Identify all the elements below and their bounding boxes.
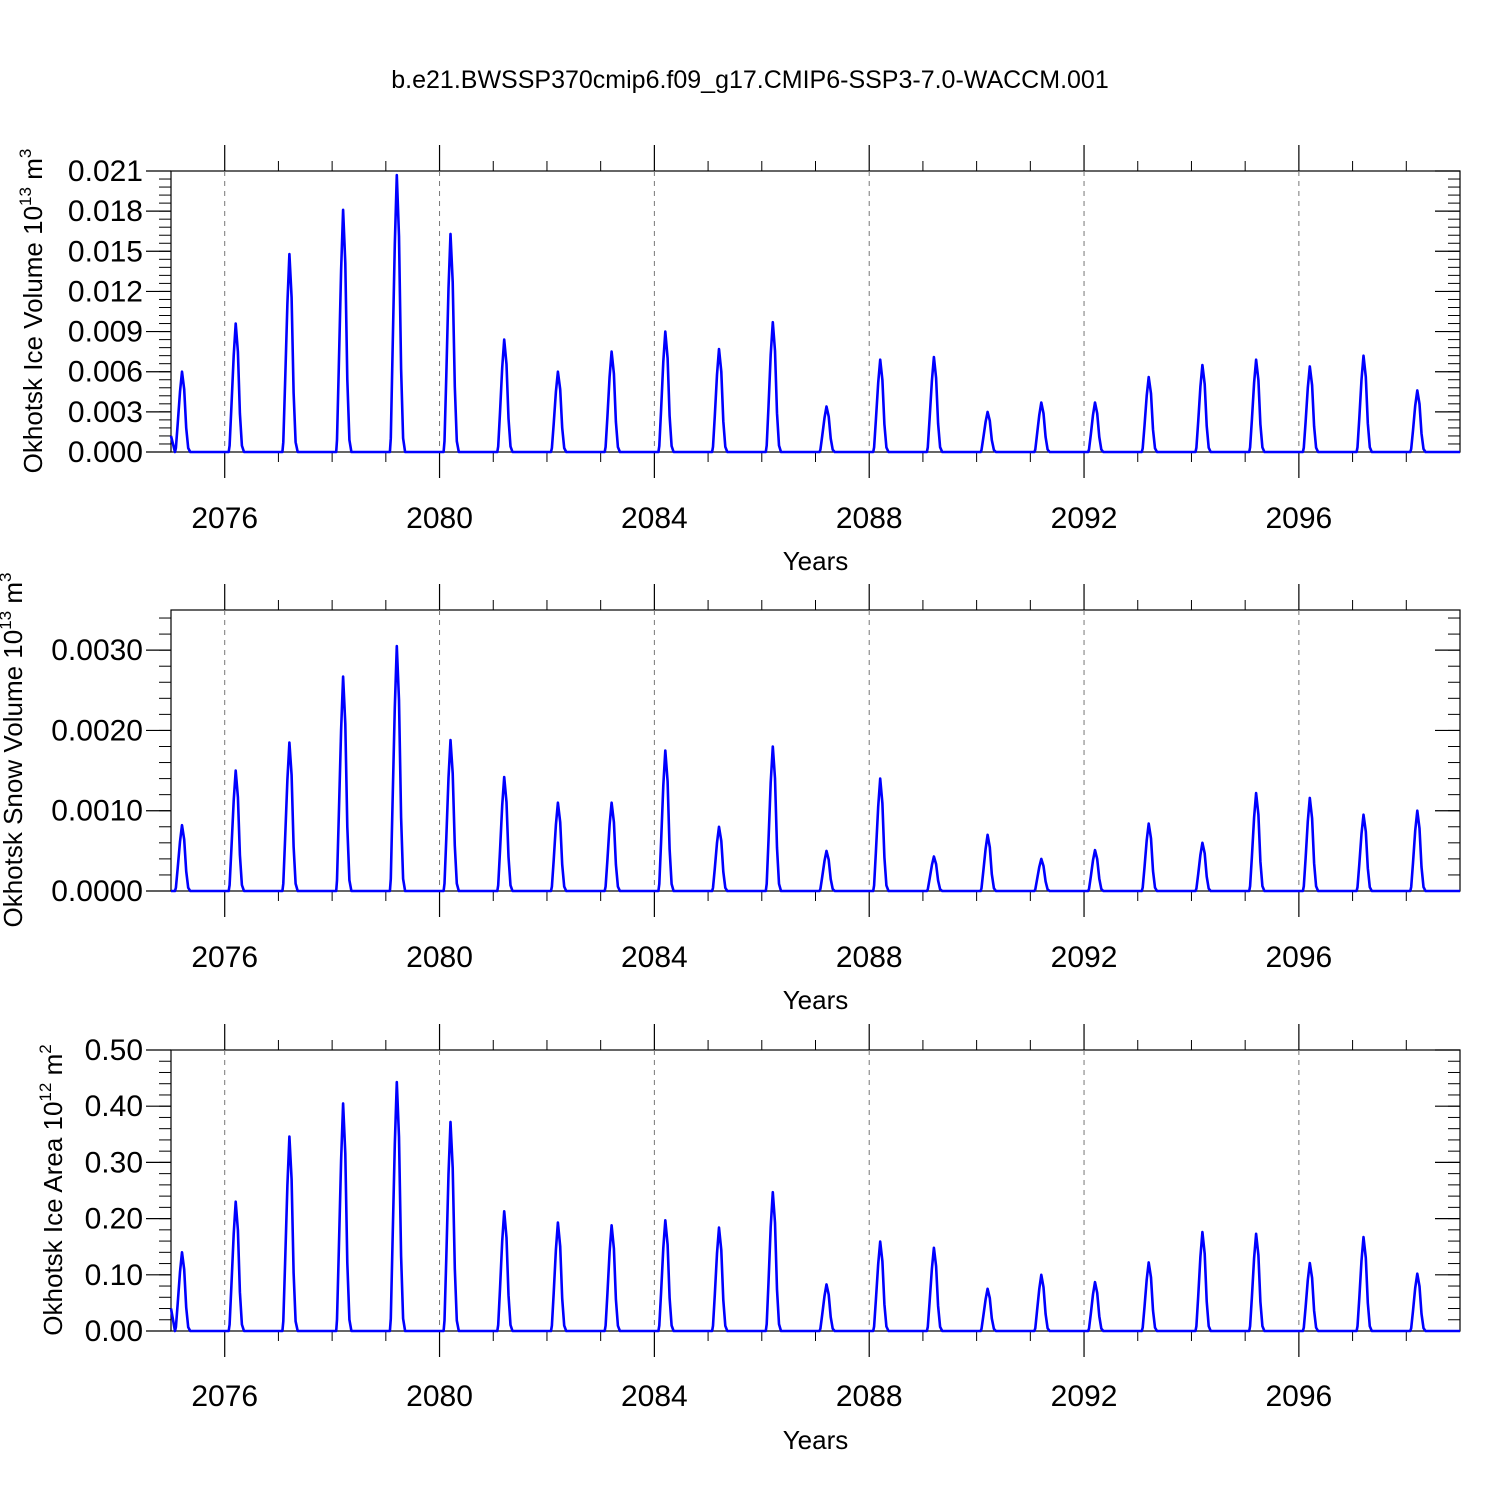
series-line bbox=[171, 644, 1460, 893]
y-tick-label: 0.30 bbox=[85, 1146, 143, 1179]
x-tick-label: 2088 bbox=[836, 941, 903, 974]
y-tick-label: 0.018 bbox=[68, 195, 143, 228]
y-axis-title-exponent: 12 bbox=[36, 1083, 55, 1102]
y-axis-title: Okhotsk Ice Volume 1013 m3 bbox=[16, 149, 48, 474]
x-tick-label: 2096 bbox=[1266, 1380, 1333, 1413]
y-tick-label: 0.0030 bbox=[51, 634, 143, 667]
x-tick-label: 2088 bbox=[836, 502, 903, 535]
series-line bbox=[169, 1080, 1460, 1333]
x-axis-title: Years bbox=[783, 1425, 849, 1455]
plot-frame bbox=[170, 609, 1461, 892]
x-tick-label: 2092 bbox=[1051, 502, 1118, 535]
x-tick-label: 2096 bbox=[1266, 502, 1333, 535]
x-axis-title: Years bbox=[783, 546, 849, 576]
y-tick-label: 0.000 bbox=[68, 436, 143, 469]
panel-snow-volume: 2076 2080 2084 2088 2092 2096 0.0000 0.0010 0.00… bbox=[0, 573, 1461, 1015]
y-tick-label: 0.012 bbox=[68, 275, 143, 308]
x-tick-label: 2092 bbox=[1051, 941, 1118, 974]
x-tick-label: 2084 bbox=[621, 941, 688, 974]
y-axis-title: Okhotsk Snow Volume 1013 m3 bbox=[0, 573, 28, 928]
x-tick-label: 2084 bbox=[621, 1380, 688, 1413]
y-tick-label: 0.50 bbox=[85, 1034, 143, 1067]
y-tick-label: 0.0010 bbox=[51, 795, 143, 828]
y-tick-label: 0.10 bbox=[85, 1259, 143, 1292]
plot-frame bbox=[170, 170, 1461, 453]
y-axis-title-unit: m bbox=[0, 582, 28, 611]
x-tick-label: 2076 bbox=[191, 1380, 258, 1413]
y-axis-title-unit: m bbox=[18, 158, 48, 187]
y-tick-label: 0.40 bbox=[85, 1090, 143, 1123]
x-tick-label: 2084 bbox=[621, 502, 688, 535]
x-tick-label: 2076 bbox=[191, 502, 258, 535]
y-tick-label: 0.021 bbox=[68, 155, 143, 188]
x-tick-label: 2088 bbox=[836, 1380, 903, 1413]
panel-ice-area: 2076 2080 2084 2088 2092 2096 0.00 0.10 0.20 0.30… bbox=[36, 1024, 1461, 1455]
x-tick-label: 2080 bbox=[406, 941, 473, 974]
y-tick-label: 0.0000 bbox=[51, 875, 143, 908]
x-axis-title: Years bbox=[783, 985, 849, 1015]
y-axis-title-unit-exponent: 3 bbox=[0, 573, 15, 582]
y-tick-label: 0.003 bbox=[68, 396, 143, 429]
y-axis-title-base: Okhotsk Ice Volume 10 bbox=[18, 206, 48, 473]
y-axis-title-unit-exponent: 3 bbox=[16, 149, 35, 158]
y-tick-label: 0.0020 bbox=[51, 714, 143, 747]
y-axis-title-unit-exponent: 2 bbox=[36, 1044, 55, 1053]
y-tick-label: 0.20 bbox=[85, 1203, 143, 1236]
figure-title: b.e21.BWSSP370cmip6.f09_g17.CMIP6-SSP3-7… bbox=[391, 66, 1109, 94]
series-line bbox=[169, 173, 1460, 454]
x-tick-label: 2080 bbox=[406, 1380, 473, 1413]
y-tick-label: 0.015 bbox=[68, 235, 143, 268]
x-tick-label: 2096 bbox=[1266, 941, 1333, 974]
y-axis-title-base: Okhotsk Ice Area 10 bbox=[38, 1102, 68, 1336]
y-axis-title-exponent: 13 bbox=[16, 187, 35, 206]
y-axis-title-base: Okhotsk Snow Volume 10 bbox=[0, 630, 28, 928]
x-tick-label: 2092 bbox=[1051, 1380, 1118, 1413]
x-tick-label: 2080 bbox=[406, 502, 473, 535]
y-axis-title-unit: m bbox=[38, 1054, 68, 1083]
y-tick-label: 0.00 bbox=[85, 1315, 143, 1348]
y-tick-label: 0.009 bbox=[68, 316, 143, 349]
x-tick-label: 2076 bbox=[191, 941, 258, 974]
y-tick-label: 0.006 bbox=[68, 356, 143, 389]
y-axis-title: Okhotsk Ice Area 1012 m2 bbox=[36, 1044, 68, 1335]
y-axis-title-exponent: 13 bbox=[0, 611, 15, 630]
plot-frame bbox=[170, 1049, 1461, 1332]
panel-ice-volume: 2076 2080 2084 2088 2092 2096 0.000 0.003 0.006 0… bbox=[16, 145, 1461, 576]
